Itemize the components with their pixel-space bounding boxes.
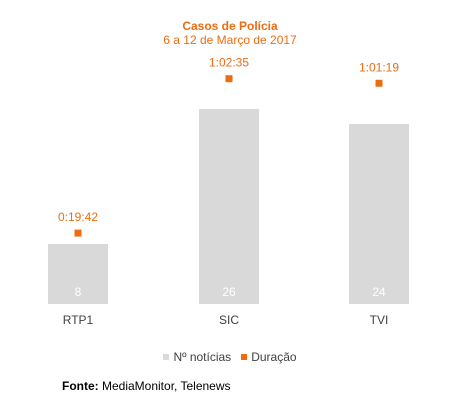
bar-tvi [349, 124, 409, 304]
legend-swatch-marker [241, 354, 248, 360]
duration-marker [375, 79, 383, 87]
source-label: Fonte: [62, 379, 99, 393]
x-tick-label: SIC [219, 313, 239, 327]
legend-label-noticias: Nº notícias [173, 350, 232, 364]
legend: Nº notícias Duração [0, 350, 460, 364]
bar-rtp1 [48, 244, 108, 304]
legend-item-noticias: Nº notícias [163, 350, 231, 364]
chart-title: Casos de Polícia [182, 19, 278, 33]
bar-value-label: 26 [222, 285, 236, 299]
bar-chart: 8 0:19:42 RTP1 26 1:02:35 SIC 24 1:01:19 TVI [48, 56, 409, 327]
x-tick-label: TVI [370, 313, 389, 327]
duration-label: 0:19:42 [58, 210, 98, 224]
bar-sic [199, 109, 259, 304]
duration-label: 1:01:19 [359, 60, 399, 74]
source-text: MediaMonitor, Telenews [98, 379, 231, 393]
duration-marker [225, 75, 233, 83]
legend-item-duracao: Duração [241, 350, 297, 364]
chart-subtitle: 6 a 12 de Março de 2017 [163, 33, 297, 47]
bar-value-label: 8 [75, 285, 82, 299]
legend-swatch-bar [163, 354, 170, 360]
x-tick-label: RTP1 [63, 313, 94, 327]
duration-label: 1:02:35 [209, 56, 249, 70]
bar-value-label: 24 [372, 285, 386, 299]
duration-marker [74, 229, 82, 237]
legend-label-duracao: Duração [251, 350, 297, 364]
source-note: Fonte: MediaMonitor, Telenews [62, 379, 231, 393]
